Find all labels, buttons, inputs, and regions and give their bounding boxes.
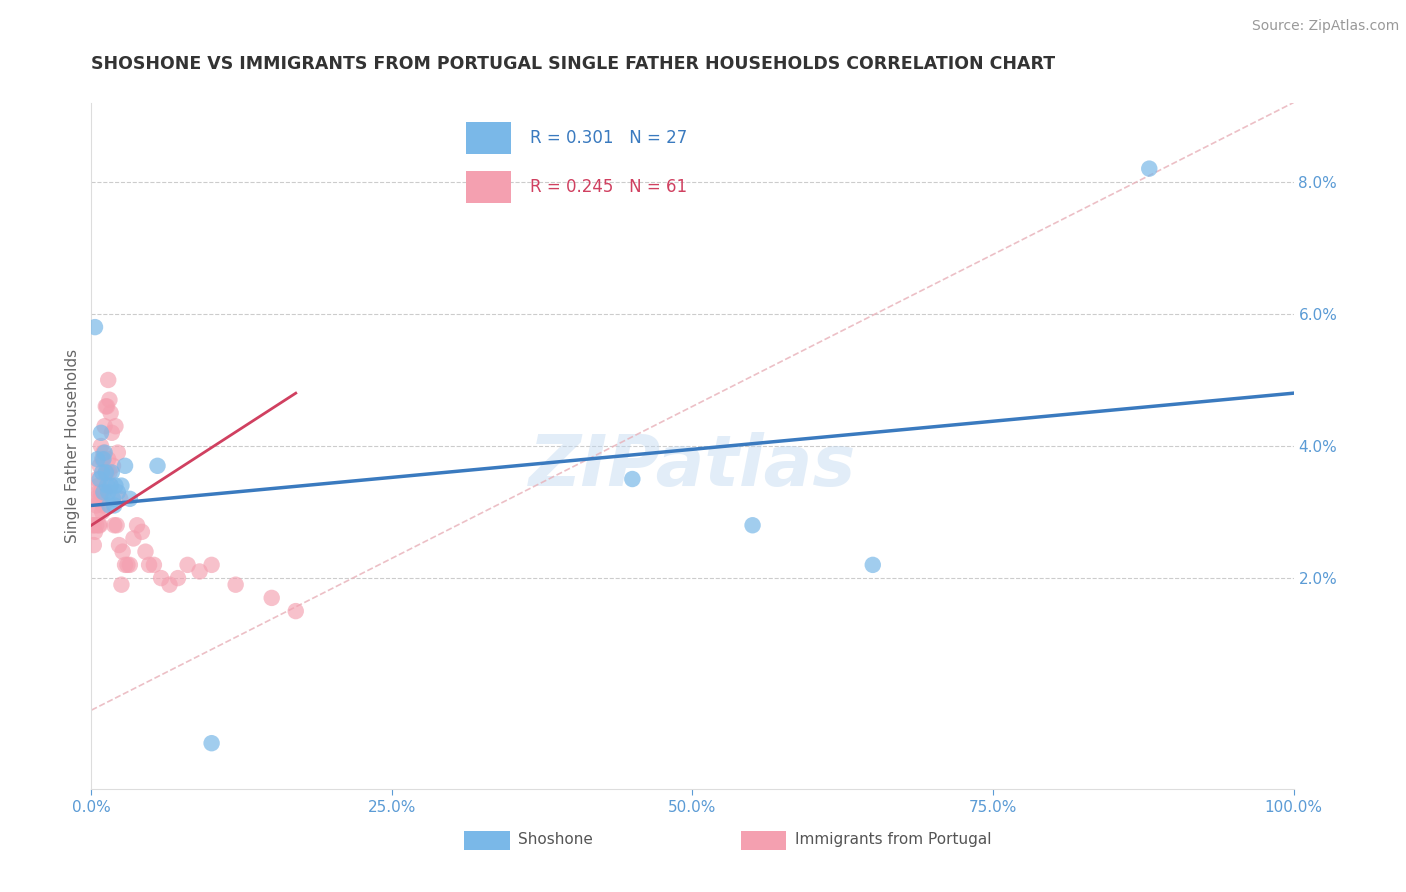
Point bbox=[110, 478, 132, 492]
Point bbox=[90, 485, 112, 500]
Point bbox=[176, 558, 198, 572]
Point bbox=[98, 392, 121, 407]
Point bbox=[101, 458, 124, 473]
Point bbox=[97, 485, 120, 500]
Point bbox=[201, 558, 224, 572]
Point bbox=[96, 478, 118, 492]
Point bbox=[103, 518, 125, 533]
Point bbox=[100, 478, 122, 492]
Text: SHOSHONE VS IMMIGRANTS FROM PORTUGAL SINGLE FATHER HOUSEHOLDS CORRELATION CHART: SHOSHONE VS IMMIGRANTS FROM PORTUGAL SIN… bbox=[91, 55, 1056, 73]
Point bbox=[98, 466, 121, 480]
Point bbox=[146, 458, 169, 473]
Point bbox=[138, 558, 160, 572]
Point bbox=[82, 518, 104, 533]
Point bbox=[107, 485, 129, 500]
Point bbox=[83, 518, 105, 533]
Point bbox=[83, 538, 105, 552]
Point bbox=[89, 472, 111, 486]
Point bbox=[150, 571, 173, 585]
Point bbox=[86, 505, 108, 519]
Text: Shoshone: Shoshone bbox=[519, 832, 593, 847]
Point bbox=[84, 499, 107, 513]
Point bbox=[87, 518, 110, 533]
Point bbox=[93, 419, 115, 434]
Y-axis label: Single Father Households: Single Father Households bbox=[65, 349, 80, 543]
Point bbox=[122, 532, 145, 546]
Point bbox=[98, 499, 121, 513]
Point bbox=[131, 524, 153, 539]
Point bbox=[114, 558, 136, 572]
Point bbox=[90, 425, 112, 440]
Point bbox=[111, 544, 134, 558]
Point bbox=[91, 452, 114, 467]
Point bbox=[225, 577, 247, 591]
Text: ZIPatlas: ZIPatlas bbox=[529, 432, 856, 501]
Point bbox=[134, 544, 156, 558]
Point bbox=[862, 558, 884, 572]
Point bbox=[104, 419, 127, 434]
Point bbox=[87, 485, 110, 500]
Point bbox=[94, 466, 117, 480]
Point bbox=[621, 472, 644, 486]
Point bbox=[1137, 161, 1160, 176]
Point bbox=[93, 445, 115, 459]
Point bbox=[167, 571, 190, 585]
FancyBboxPatch shape bbox=[464, 830, 510, 850]
Point bbox=[84, 320, 107, 334]
Point bbox=[96, 466, 118, 480]
Point bbox=[104, 478, 127, 492]
Point bbox=[100, 478, 122, 492]
Point bbox=[188, 565, 211, 579]
Point bbox=[86, 472, 108, 486]
Point bbox=[89, 458, 111, 473]
Point bbox=[93, 485, 115, 500]
Point bbox=[118, 491, 141, 506]
Point bbox=[125, 518, 148, 533]
Point bbox=[93, 499, 115, 513]
Point bbox=[100, 406, 122, 420]
Point bbox=[108, 538, 131, 552]
Point bbox=[89, 518, 111, 533]
Point bbox=[94, 466, 117, 480]
Point bbox=[93, 452, 115, 467]
Text: Immigrants from Portugal: Immigrants from Portugal bbox=[794, 832, 991, 847]
Point bbox=[89, 491, 111, 506]
FancyBboxPatch shape bbox=[741, 830, 786, 850]
Text: Source: ZipAtlas.com: Source: ZipAtlas.com bbox=[1251, 19, 1399, 33]
Point bbox=[201, 736, 224, 750]
Point bbox=[741, 518, 763, 533]
Point bbox=[96, 400, 118, 414]
Point bbox=[114, 458, 136, 473]
Point bbox=[90, 439, 112, 453]
Point bbox=[101, 425, 124, 440]
Point bbox=[97, 373, 120, 387]
Point bbox=[91, 505, 114, 519]
Point bbox=[110, 577, 132, 591]
Point bbox=[101, 491, 124, 506]
Point bbox=[87, 478, 110, 492]
Point bbox=[84, 518, 107, 533]
Point bbox=[105, 518, 128, 533]
Point bbox=[107, 445, 129, 459]
Point bbox=[94, 400, 117, 414]
Point bbox=[284, 604, 307, 618]
Point bbox=[97, 452, 120, 467]
Point bbox=[93, 445, 115, 459]
Point bbox=[159, 577, 181, 591]
Point bbox=[142, 558, 165, 572]
Point bbox=[117, 558, 139, 572]
Point bbox=[86, 452, 108, 467]
Point bbox=[84, 491, 107, 506]
Point bbox=[91, 466, 114, 480]
Point bbox=[118, 558, 141, 572]
Point bbox=[260, 591, 283, 605]
Point bbox=[93, 485, 115, 500]
Point bbox=[110, 491, 132, 506]
Point bbox=[101, 466, 124, 480]
Point bbox=[84, 524, 107, 539]
Point bbox=[103, 499, 125, 513]
